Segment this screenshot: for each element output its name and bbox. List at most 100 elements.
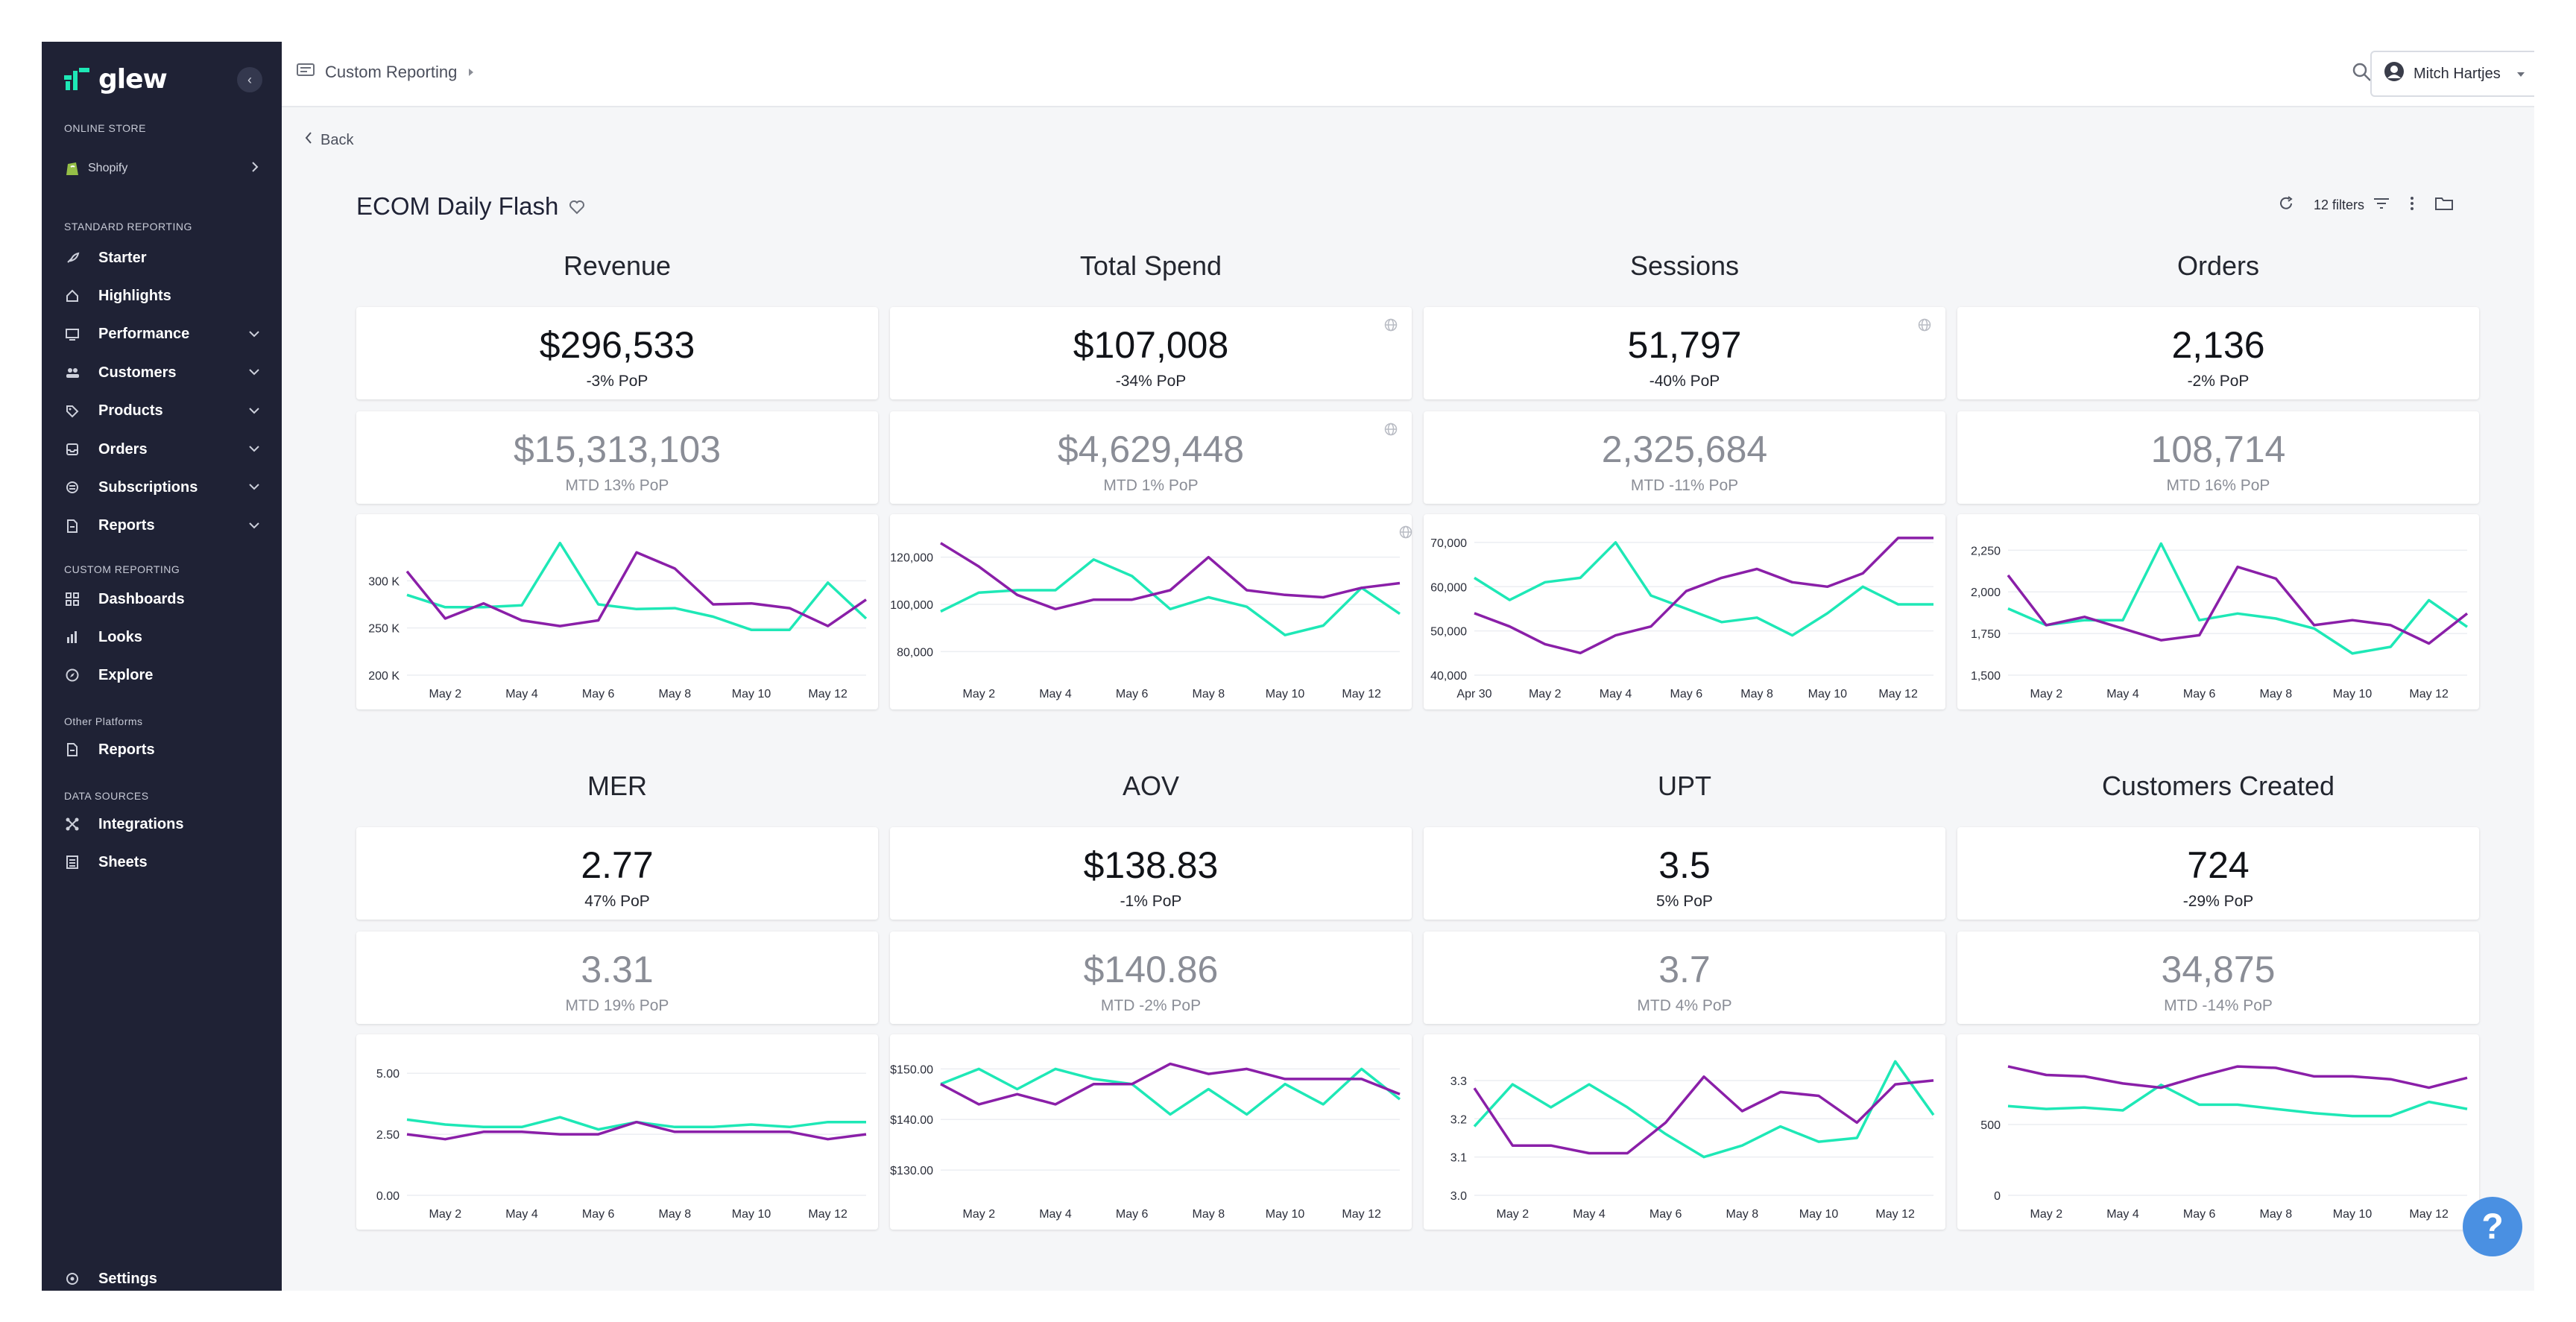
kpi-pop: -34% PoP bbox=[1115, 373, 1187, 390]
sidebar-item-dashboards[interactable]: Dashboards bbox=[64, 584, 265, 614]
compass-icon bbox=[64, 667, 80, 683]
x-tick-label: May 8 bbox=[1193, 688, 1225, 700]
mtd-card[interactable]: $15,313,103 MTD 13% PoP bbox=[356, 411, 878, 504]
sidebar-item-starter[interactable]: Starter bbox=[64, 243, 265, 273]
y-tick-label: 0.00 bbox=[376, 1190, 400, 1203]
mtd-pop: MTD -14% PoP bbox=[2164, 997, 2273, 1014]
kpi-value: 2.77 bbox=[581, 844, 654, 886]
trend-chart-card[interactable]: 70,000 60,000 50,000 40,000 Apr 30 May 2 May 4… bbox=[1424, 514, 1945, 709]
back-button[interactable]: Back bbox=[304, 131, 353, 149]
sidebar-item-explore[interactable]: Explore bbox=[64, 660, 265, 690]
refresh-icon[interactable] bbox=[2278, 195, 2294, 215]
x-tick-label: May 8 bbox=[2260, 688, 2293, 700]
x-tick-label: May 10 bbox=[2333, 688, 2373, 700]
breadcrumb[interactable]: Custom Reporting bbox=[297, 63, 475, 82]
mtd-card[interactable]: 3.7 MTD 4% PoP bbox=[1424, 932, 1945, 1024]
kpi-card[interactable]: 2.77 47% PoP bbox=[356, 827, 878, 920]
previous-period-line bbox=[940, 1062, 1401, 1106]
more-options-icon[interactable] bbox=[2409, 195, 2415, 215]
trend-chart-card[interactable]: 3.3 3.2 3.1 3.0 May 2 May 4 May 6 May 8 May 10 Ma… bbox=[1424, 1034, 1945, 1230]
mtd-card[interactable]: 2,325,684 MTD -11% PoP bbox=[1424, 411, 1945, 504]
kpi-card[interactable]: 51,797 -40% PoP bbox=[1424, 307, 1945, 399]
mtd-card[interactable]: $140.86 MTD -2% PoP bbox=[890, 932, 1412, 1024]
app-frame: glew ‹ ONLINE STORE Shopify STANDARD REP… bbox=[42, 42, 2534, 1291]
y-tick-label: 2,250 bbox=[1971, 545, 2001, 557]
trend-chart-card[interactable]: 500 0 May 2 May 4 May 6 May 8 May 10 May 12 bbox=[1957, 1034, 2479, 1230]
mtd-card[interactable]: 108,714 MTD 16% PoP bbox=[1957, 411, 2479, 504]
mtd-pop: MTD 1% PoP bbox=[1103, 477, 1199, 494]
mtd-card[interactable]: 34,875 MTD -14% PoP bbox=[1957, 932, 2479, 1024]
mtd-value: $4,629,448 bbox=[1057, 428, 1245, 470]
y-tick-label: 60,000 bbox=[1430, 581, 1467, 594]
chevron-down-icon[interactable] bbox=[246, 440, 262, 461]
user-menu-button[interactable]: Mitch Hartjes bbox=[2370, 51, 2534, 97]
y-tick-label: 40,000 bbox=[1430, 670, 1467, 683]
mtd-value: 2,325,684 bbox=[1601, 428, 1768, 470]
sidebar-item-reports[interactable]: Reports bbox=[64, 735, 265, 765]
kpi-card[interactable]: $138.83 -1% PoP bbox=[890, 827, 1412, 920]
sidebar-item-highlights[interactable]: Highlights bbox=[64, 281, 265, 311]
chevron-right-icon bbox=[247, 159, 262, 179]
metric-title: AOV bbox=[1122, 771, 1180, 801]
breadcrumb-label: Custom Reporting bbox=[325, 63, 458, 81]
sidebar-item-subscriptions[interactable]: Subscriptions bbox=[64, 472, 265, 502]
trend-chart-card[interactable]: 2,250 2,000 1,750 1,500 May 2 May 4 May 6 May 8… bbox=[1957, 514, 2479, 709]
kpi-card[interactable]: $107,008 -34% PoP bbox=[890, 307, 1412, 399]
kpi-card[interactable]: 724 -29% PoP bbox=[1957, 827, 2479, 920]
x-tick-label: May 8 bbox=[659, 1208, 692, 1221]
y-tick-label: 50,000 bbox=[1430, 626, 1467, 639]
sidebar-item-products[interactable]: Products bbox=[64, 396, 265, 426]
sidebar-item-integrations[interactable]: Integrations bbox=[64, 809, 265, 839]
x-tick-label: May 8 bbox=[1740, 688, 1773, 700]
kpi-card[interactable]: 2,136 -2% PoP bbox=[1957, 307, 2479, 399]
folder-icon[interactable] bbox=[2434, 195, 2454, 215]
sidebar-item-label: Dashboards bbox=[98, 590, 185, 607]
trend-chart-card[interactable]: 120,000 100,000 80,000 May 2 May 4 May 6 May 8… bbox=[890, 514, 1412, 709]
current-period-line bbox=[2007, 1084, 2468, 1118]
x-tick-label: May 12 bbox=[1342, 1208, 1381, 1221]
x-tick-label: May 8 bbox=[2260, 1208, 2293, 1221]
trend-chart-card[interactable]: 300 K 250 K 200 K May 2 May 4 May 6 May 8 May 1… bbox=[356, 514, 878, 709]
y-tick-label: 70,000 bbox=[1430, 537, 1467, 550]
previous-period-line bbox=[406, 1120, 867, 1141]
chevron-down-icon[interactable] bbox=[246, 478, 262, 499]
y-tick-label: 120,000 bbox=[890, 552, 933, 565]
search-icon[interactable] bbox=[2351, 61, 2373, 87]
x-tick-label: May 2 bbox=[1497, 1208, 1530, 1221]
chevron-left-icon: ‹ bbox=[247, 72, 252, 87]
chevron-down-icon[interactable] bbox=[246, 402, 262, 423]
favorite-heart-icon[interactable] bbox=[569, 192, 585, 221]
sidebar-item-customers[interactable]: Customers bbox=[64, 358, 265, 388]
x-tick-label: May 4 bbox=[1039, 1208, 1072, 1221]
y-tick-label: 3.3 bbox=[1450, 1075, 1467, 1088]
trend-chart-card[interactable]: $150.00 $140.00 $130.00 May 2 May 4 May 6 May … bbox=[890, 1034, 1412, 1230]
y-tick-label: 5.00 bbox=[376, 1068, 400, 1081]
sidebar-item-performance[interactable]: Performance bbox=[64, 320, 265, 350]
trend-chart-card[interactable]: 5.00 2.50 0.00 May 2 May 4 May 6 May 8 May 10 Ma… bbox=[356, 1034, 878, 1230]
settings-item[interactable]: Settings bbox=[64, 1264, 265, 1291]
mtd-card[interactable]: 3.31 MTD 19% PoP bbox=[356, 932, 878, 1024]
kpi-card[interactable]: 3.5 5% PoP bbox=[1424, 827, 1945, 920]
globe-icon bbox=[1383, 422, 1398, 440]
sidebar-item-sheets[interactable]: Sheets bbox=[64, 847, 265, 877]
chevron-down-icon[interactable] bbox=[246, 364, 262, 385]
user-name: Mitch Hartjes bbox=[2414, 65, 2501, 82]
sidebar-item-orders[interactable]: Orders bbox=[64, 434, 265, 464]
help-button[interactable]: ? bbox=[2463, 1197, 2522, 1256]
collapse-sidebar-button[interactable]: ‹ bbox=[237, 67, 262, 92]
line-chart: 3.3 3.2 3.1 3.0 May 2 May 4 May 6 May 8 May 10 Ma… bbox=[1450, 1060, 1935, 1221]
kpi-card[interactable]: $296,533 -3% PoP bbox=[356, 307, 878, 399]
glew-logo[interactable]: glew bbox=[63, 61, 168, 97]
y-tick-label: 2.50 bbox=[376, 1129, 400, 1142]
sidebar-item-label: Highlights bbox=[98, 287, 171, 304]
current-period-line bbox=[406, 541, 868, 631]
sidebar-item-label: Integrations bbox=[98, 815, 184, 832]
chevron-down-icon[interactable] bbox=[246, 517, 262, 538]
y-tick-label: 100,000 bbox=[890, 599, 933, 612]
chevron-down-icon[interactable] bbox=[246, 326, 262, 347]
mtd-card[interactable]: $4,629,448 MTD 1% PoP bbox=[890, 411, 1412, 504]
sidebar-item-reports[interactable]: Reports bbox=[64, 511, 265, 541]
filters-button[interactable]: 12 filters bbox=[2314, 197, 2390, 214]
store-selector[interactable]: Shopify bbox=[64, 154, 265, 183]
sidebar-item-looks[interactable]: Looks bbox=[64, 622, 265, 652]
